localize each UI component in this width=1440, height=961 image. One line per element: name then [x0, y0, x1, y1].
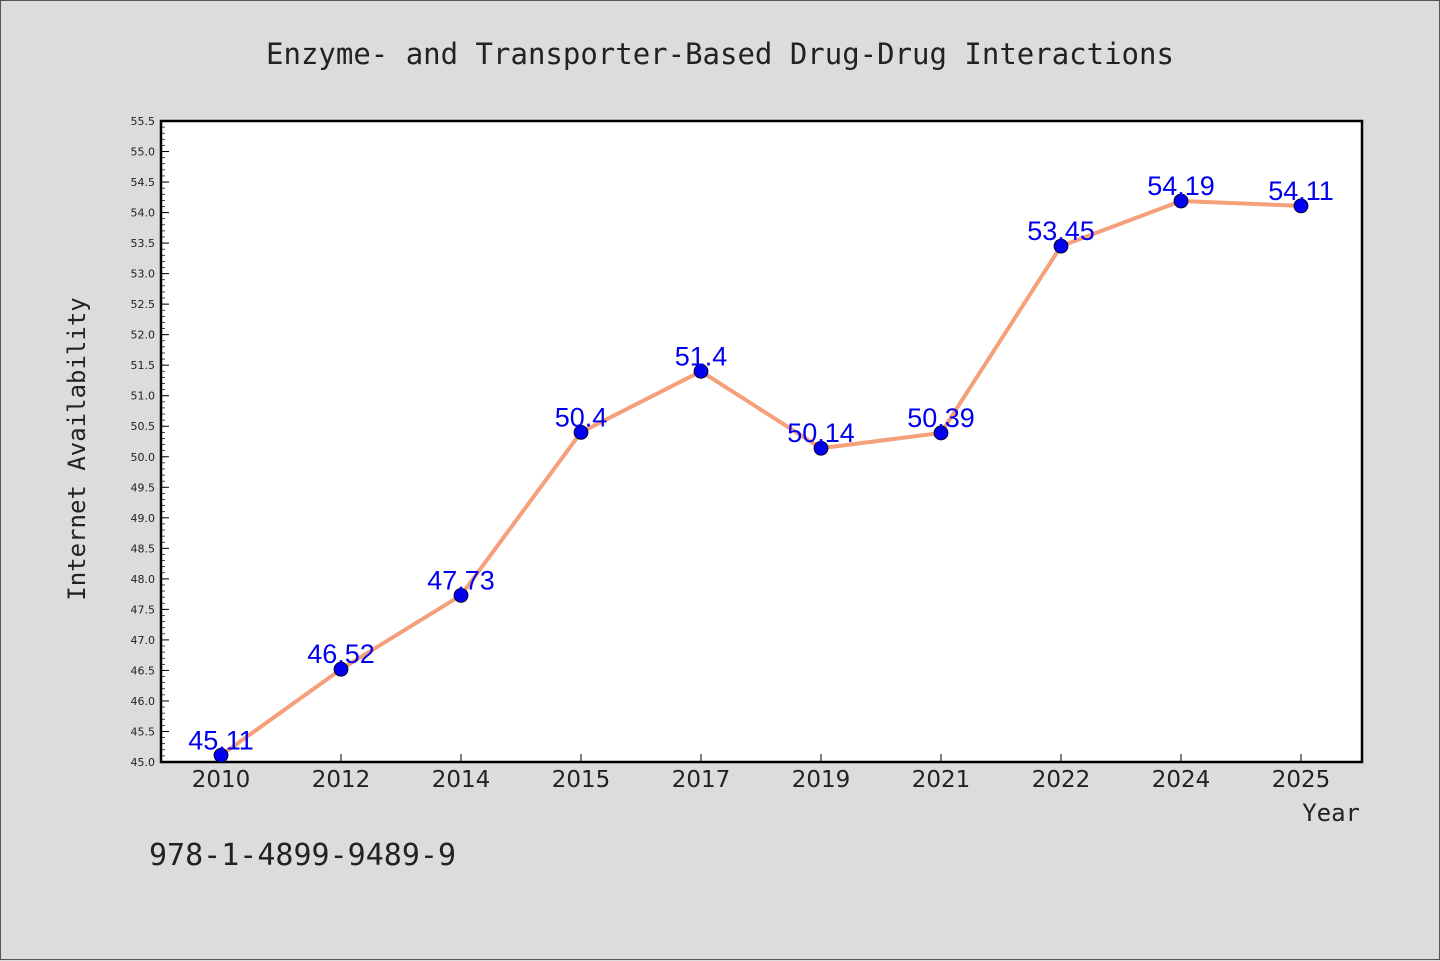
data-label: 54.11: [1268, 176, 1334, 206]
y-tick-label: 53.0: [131, 268, 156, 281]
y-tick-label: 50.0: [131, 451, 156, 464]
y-tick-label: 46.0: [131, 695, 156, 708]
y-tick-label: 49.5: [131, 481, 156, 494]
y-tick-label: 52.5: [131, 298, 156, 311]
y-tick-label: 47.0: [131, 634, 156, 647]
y-tick-label: 54.5: [131, 176, 156, 189]
data-point: [453, 587, 469, 603]
x-tick-label: 2010: [192, 767, 251, 793]
data-label: 50.14: [787, 418, 855, 448]
data-labels: 45.11 46.52 47.73 50.4 51.4 50.14 50.39 53.45 54…: [188, 171, 1334, 755]
chart-title: Enzyme- and Transporter-Based Drug-Drug …: [266, 37, 1174, 71]
data-label: 53.45: [1027, 216, 1095, 246]
y-tick-label: 48.0: [131, 573, 156, 586]
data-point: [1173, 193, 1189, 209]
data-label: 45.11: [188, 725, 254, 755]
x-axis: 2010 2012 2014 2015 2017 2019 2021 2022 2024 2025: [192, 754, 1331, 793]
series-line: [219, 198, 1302, 757]
data-label: 47.73: [427, 565, 495, 595]
data-label: 50.4: [555, 402, 608, 432]
data-point: [213, 747, 229, 763]
isbn-footnote: 978-1-4899-9489-9: [149, 838, 456, 873]
y-tick-label: 45.5: [131, 725, 156, 738]
y-axis: 45.0 45.5 46.0 46.5 47.0 47.5 48.0 48.5 49.0 49.5…: [131, 115, 169, 769]
y-tick-label: 46.5: [131, 664, 156, 677]
data-point: [813, 440, 829, 456]
x-tick-label: 2014: [432, 767, 491, 793]
data-label: 51.4: [675, 341, 728, 371]
y-tick-label: 51.0: [131, 390, 156, 403]
x-tick-label: 2017: [672, 767, 731, 793]
y-tick-label: 49.0: [131, 512, 156, 525]
data-point: [573, 424, 589, 440]
x-tick-label: 2015: [552, 767, 611, 793]
data-point: [1293, 198, 1309, 214]
y-tick-label: 45.0: [131, 756, 156, 769]
y-tick-label: 50.5: [131, 420, 156, 433]
data-point: [693, 363, 709, 379]
y-tick-label: 54.0: [131, 207, 156, 220]
series-markers: [213, 193, 1309, 763]
x-tick-label: 2019: [792, 767, 851, 793]
x-tick-label: 2012: [312, 767, 371, 793]
y-tick-label: 52.0: [131, 329, 156, 342]
y-tick-label: 48.5: [131, 542, 156, 555]
y-tick-label: 55.0: [131, 146, 156, 159]
x-tick-label: 2021: [912, 767, 971, 793]
data-point: [333, 661, 349, 677]
data-label: 46.52: [307, 639, 375, 669]
x-tick-label: 2025: [1272, 767, 1331, 793]
data-point: [1053, 238, 1069, 254]
x-tick-label: 2022: [1032, 767, 1091, 793]
x-axis-label: Year: [1302, 799, 1360, 827]
y-tick-label: 53.5: [131, 237, 156, 250]
y-axis-label: Internet Availability: [63, 297, 91, 600]
y-tick-label: 51.5: [131, 359, 156, 372]
series-polyline: [219, 198, 1302, 757]
y-tick-label: 47.5: [131, 603, 156, 616]
x-tick-label: 2024: [1152, 767, 1211, 793]
y-tick-label: 55.5: [131, 115, 156, 128]
data-point: [933, 425, 949, 441]
data-label: 54.19: [1147, 171, 1215, 201]
data-label: 50.39: [907, 403, 975, 433]
